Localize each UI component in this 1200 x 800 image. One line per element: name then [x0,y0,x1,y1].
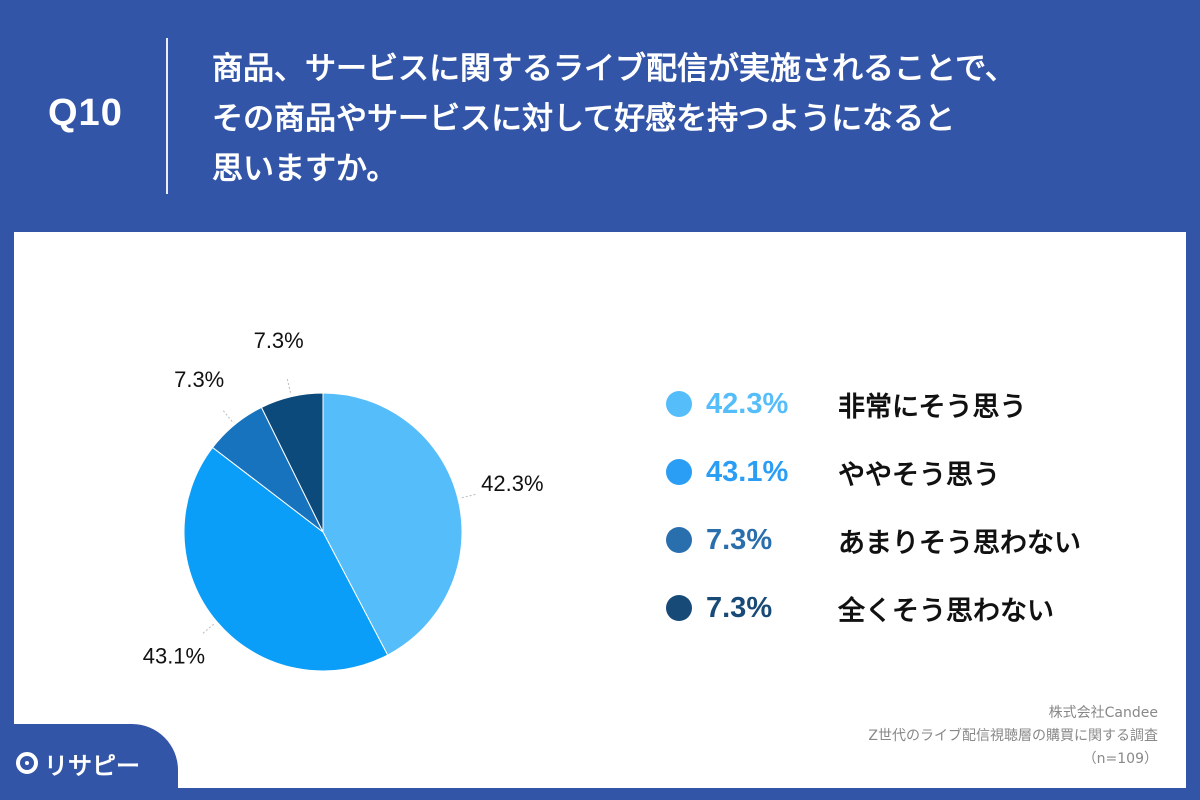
data-label-4: 7.3% [254,328,304,353]
pie-chart: 42.3% 43.1% 7.3% 7.3% [143,328,544,672]
legend-label-2: ややそう思う [838,459,1000,491]
question-line-2: その商品やサービスに対して好感を持つようになると [212,101,956,137]
leader-line-3 [221,408,233,422]
legend-pct-2: 43.1% [706,455,789,488]
legend-pct-4: 7.3% [706,591,773,624]
header-divider [166,38,168,194]
pie-slice-1 [322,392,463,656]
legend-dot-1 [666,391,692,417]
question-line-3: 思いますか。 [212,151,398,187]
pie-slice-2 [183,446,389,672]
source-sample: （n=109） [1082,751,1158,767]
legend: 42.3% 非常にそう思う 43.1% ややそう思う 7.3% あまりそう思わな… [666,378,1081,650]
source-note: 株式会社Candee Z世代のライブ配信視聴層の購買に関する調査 （n=109） [868,702,1158,771]
legend-item-1: 42.3% 非常にそう思う [666,378,1081,430]
legend-item-3: 7.3% あまりそう思わない [666,514,1081,566]
data-label-1: 42.3% [481,471,543,496]
legend-label-4: 全くそう思わない [838,595,1054,627]
logo-text: リサピー [44,752,140,780]
legend-dot-3 [666,527,692,553]
source-survey: Z世代のライブ配信視聴層の購買に関する調査 [868,728,1158,744]
header: Q10 商品、サービスに関するライブ配信が実施されることで、 その商品やサービス… [0,0,1200,232]
question-number: Q10 [48,92,123,134]
data-label-2: 43.1% [143,644,205,669]
leader-line-2 [201,623,215,635]
legend-pct-1: 42.3% [706,387,789,420]
legend-label-3: あまりそう思わない [838,527,1081,559]
chart-panel: 42.3% 43.1% 7.3% 7.3% 42.3% 非常にそう思う 43.1% や… [14,232,1186,788]
legend-label-1: 非常にそう思う [838,391,1027,423]
question-line-1: 商品、サービスに関するライブ配信が実施されることで、 [212,51,1016,87]
legend-item-2: 43.1% ややそう思う [666,446,1081,498]
brand-logo: リサピー [0,724,178,800]
pin-icon [16,752,38,774]
leader-line-1 [461,493,478,499]
pie-slice-4 [260,392,324,533]
question-text: 商品、サービスに関するライブ配信が実施されることで、 その商品やサービスに対して… [212,44,1152,194]
source-company: 株式会社Candee [1048,705,1158,721]
legend-pct-3: 7.3% [706,523,773,556]
legend-dot-2 [666,459,692,485]
data-label-3: 7.3% [174,367,224,392]
legend-item-4: 7.3% 全くそう思わない [666,582,1081,634]
legend-dot-4 [666,595,692,621]
leader-line-4 [286,377,291,393]
